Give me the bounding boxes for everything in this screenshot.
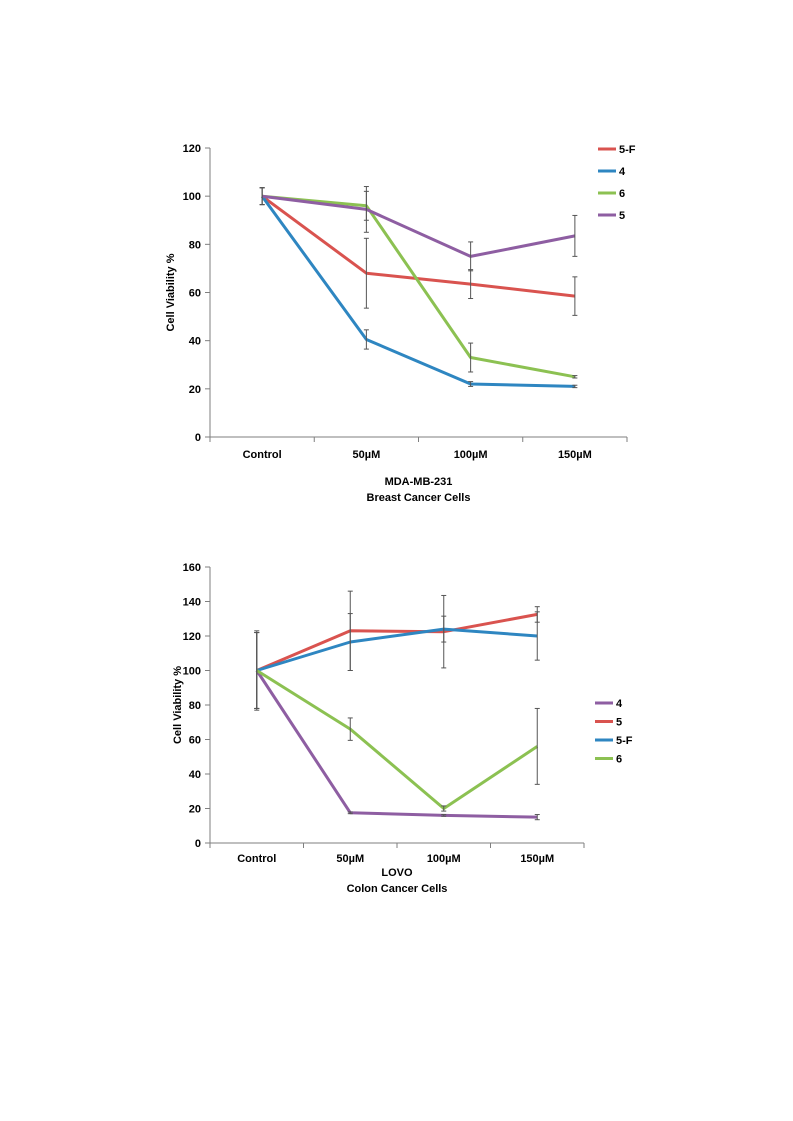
y-tick-label: 140	[183, 597, 201, 609]
series-line-5	[256, 612, 538, 672]
series-line-4	[260, 195, 575, 388]
colon-cancer-chart: 0 20 40 60 80 100 120 140 160 Control 50µM 100µM 150…	[172, 562, 633, 895]
y-tick-label: 80	[189, 239, 201, 251]
x-axis-title-line2: Colon Cancer Cells	[347, 883, 448, 895]
y-tick-label: 100	[183, 191, 201, 203]
y-tick-label: 160	[183, 562, 201, 574]
y-axis-title: Cell Viability %	[172, 666, 184, 744]
x-tick-label: 150µM	[520, 853, 554, 865]
legend-label: 5	[616, 717, 622, 729]
x-tick-label: 150µM	[558, 449, 592, 461]
x-tick-label: 50µM	[336, 853, 364, 865]
legend-label: 6	[616, 754, 622, 766]
series-line-5-F	[261, 194, 576, 298]
legend-label: 4	[619, 166, 626, 178]
y-tick-label: 120	[183, 143, 201, 155]
legend-label: 6	[619, 188, 625, 200]
y-tick-label: 20	[189, 804, 201, 816]
x-tick-label: Control	[243, 449, 282, 461]
y-tick-label: 60	[189, 735, 201, 747]
breast-cancer-chart: 0 20 40 60 80 100 120 Control 50µM 100µM 150µM Cell…	[165, 143, 636, 504]
series-line-5	[261, 194, 576, 258]
x-tick-label: 100µM	[427, 853, 461, 865]
y-tick-label: 40	[189, 336, 201, 348]
x-axis-title-line1: MDA-MB-231	[385, 476, 453, 488]
x-tick-label: 50µM	[353, 449, 381, 461]
x-axis-title-line2: Breast Cancer Cells	[367, 492, 471, 504]
series-line-6	[261, 194, 576, 379]
legend-label: 4	[616, 698, 623, 710]
legend-label: 5-F	[616, 735, 633, 747]
legend-label: 5	[619, 210, 625, 222]
y-tick-label: 100	[183, 666, 201, 678]
x-tick-label: Control	[237, 853, 276, 865]
series-line-4	[255, 669, 538, 819]
y-tick-label: 0	[195, 432, 201, 444]
x-tick-label: 100µM	[454, 449, 488, 461]
legend-label: 5-F	[619, 144, 636, 156]
y-tick-label: 0	[195, 838, 201, 850]
y-tick-label: 120	[183, 631, 201, 643]
series-line-5-F	[256, 627, 538, 672]
y-axis-title: Cell Viability %	[165, 253, 177, 331]
y-tick-label: 60	[189, 288, 201, 300]
x-axis-title-line1: LOVO	[381, 867, 413, 879]
y-tick-label: 20	[189, 384, 201, 396]
series-line-6	[256, 669, 539, 810]
y-tick-label: 40	[189, 769, 201, 781]
y-tick-label: 80	[189, 700, 201, 712]
